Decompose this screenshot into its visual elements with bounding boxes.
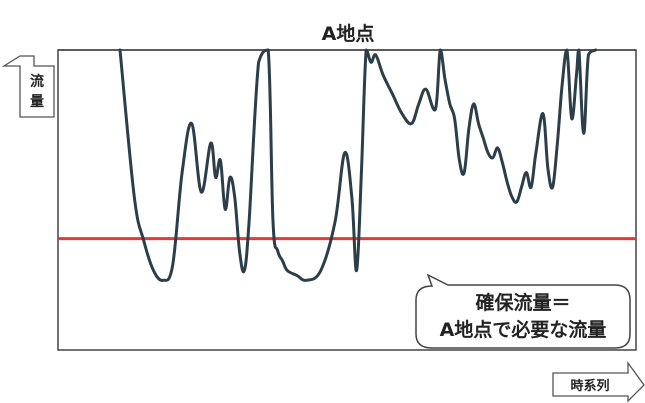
callout: 確保流量＝ A地点で必要な流量 — [415, 273, 631, 349]
right-arrow-icon — [552, 361, 645, 403]
x-axis-label: 時系列 — [570, 378, 609, 394]
y-axis-label-char: 流 — [30, 73, 44, 90]
y-axis-label: 流量 — [30, 73, 44, 110]
flow-series-line — [118, 48, 598, 282]
y-axis-arrow — [1, 55, 55, 118]
up-arrow-icon — [1, 55, 55, 118]
callout-line-1: 確保流量＝ — [475, 291, 570, 314]
y-axis-label-char: 量 — [30, 94, 44, 110]
callout-bubble — [415, 273, 631, 349]
chart-title: A地点 — [322, 22, 375, 45]
x-axis-arrow: 時系列 — [552, 361, 645, 403]
callout-line-2: A地点で必要な流量 — [440, 318, 607, 341]
series-group — [118, 48, 598, 282]
